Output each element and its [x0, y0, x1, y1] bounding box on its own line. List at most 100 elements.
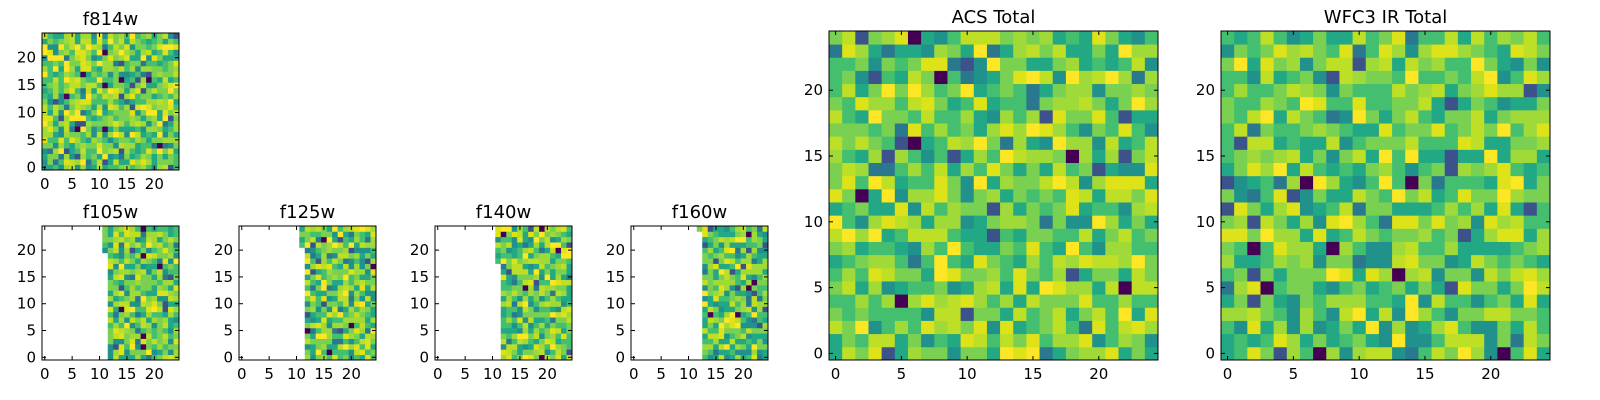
- heatmap-cell: [506, 349, 513, 356]
- heatmap-cell: [550, 327, 556, 334]
- heatmap-cell: [129, 333, 136, 339]
- heatmap-cell: [718, 338, 725, 345]
- heatmap-cell: [561, 338, 567, 345]
- heatmap-cell: [973, 267, 988, 282]
- heatmap-cell: [113, 338, 120, 345]
- heatmap-cell: [162, 263, 169, 270]
- heatmap-cell: [1079, 215, 1093, 229]
- heatmap-cell: [58, 148, 65, 154]
- heatmap-cell: [140, 338, 147, 345]
- heatmap-cell: [91, 33, 98, 39]
- heatmap-cell: [343, 226, 349, 232]
- x-tick-label: 0: [629, 365, 639, 383]
- heatmap-cell: [151, 338, 158, 345]
- heatmap-cell: [566, 295, 573, 302]
- heatmap-cell: [829, 188, 843, 203]
- panel-title: f125w: [280, 202, 335, 223]
- heatmap-cell: [1457, 307, 1472, 321]
- heatmap-cell: [129, 317, 136, 323]
- heatmap-cell: [751, 290, 758, 297]
- heatmap-cell: [1105, 44, 1119, 58]
- heatmap-cell: [124, 104, 131, 111]
- heatmap-cell: [1247, 136, 1261, 150]
- heatmap-cell: [85, 82, 92, 89]
- heatmap-cell: [1523, 228, 1538, 242]
- heatmap-cell: [1471, 333, 1485, 348]
- heatmap-cell: [348, 333, 355, 339]
- heatmap-cell: [960, 57, 975, 71]
- heatmap-cell: [113, 87, 120, 94]
- heatmap-cell: [960, 320, 975, 335]
- heatmap-cell: [1039, 254, 1054, 269]
- heatmap-cell: [1510, 188, 1525, 203]
- heatmap-cell: [47, 38, 54, 45]
- heatmap-cell: [359, 295, 366, 302]
- heatmap-cell: [735, 333, 741, 339]
- heatmap-cell: [140, 115, 147, 122]
- heatmap-cell: [724, 252, 731, 259]
- heatmap-cell: [162, 301, 169, 307]
- heatmap-cell: [1378, 294, 1393, 308]
- heatmap-cell: [1536, 44, 1551, 58]
- heatmap-cell: [1000, 44, 1014, 58]
- heatmap-cell: [894, 96, 909, 111]
- heatmap-cell: [162, 38, 169, 45]
- heatmap-cell: [561, 263, 567, 270]
- heatmap-cell: [1118, 228, 1133, 242]
- heatmap-cell: [1431, 175, 1446, 190]
- panel-title: f814w: [83, 9, 138, 30]
- heatmap-cell: [96, 131, 103, 138]
- heatmap-cell: [855, 281, 869, 295]
- heatmap-cell: [713, 301, 720, 307]
- heatmap-cell: [842, 44, 856, 58]
- heatmap-cell: [42, 71, 48, 78]
- heatmap-cell: [124, 54, 131, 61]
- heatmap-cell: [735, 317, 741, 323]
- heatmap-cell: [168, 317, 174, 323]
- heatmap-cell: [359, 322, 366, 329]
- heatmap-cell: [370, 226, 377, 232]
- heatmap-cell: [113, 306, 120, 313]
- heatmap-cells: [102, 226, 180, 361]
- heatmap-cell: [746, 226, 752, 232]
- heatmap-cell: [168, 242, 174, 248]
- heatmap-cell: [735, 263, 741, 270]
- heatmap-cell: [162, 247, 169, 254]
- heatmap-cell: [934, 346, 948, 361]
- heatmap-cell: [129, 295, 136, 302]
- heatmap-cell: [1105, 149, 1119, 163]
- heatmap-cell: [1392, 109, 1406, 124]
- heatmap-cell: [544, 327, 551, 334]
- heatmap-cell: [146, 301, 152, 307]
- heatmap-cell: [113, 104, 120, 111]
- heatmap-cell: [1378, 83, 1393, 98]
- heatmap-cell: [1105, 267, 1119, 282]
- heatmap-cell: [511, 236, 518, 243]
- heatmap-cell: [129, 137, 136, 143]
- heatmap-cell: [1260, 70, 1275, 85]
- heatmap-cell: [1510, 228, 1525, 242]
- heatmap-cell: [42, 104, 48, 111]
- heatmap-cell: [168, 327, 174, 334]
- heatmap-cell: [151, 60, 158, 67]
- heatmap-cell: [304, 252, 311, 259]
- heatmap-cell: [1431, 346, 1446, 361]
- heatmap-cell: [986, 70, 1001, 85]
- heatmap-cell: [129, 226, 136, 232]
- heatmap-cell: [1471, 136, 1485, 150]
- heatmap-cell: [354, 252, 360, 259]
- heatmap-cell: [1144, 202, 1159, 216]
- heatmap-cell: [1299, 307, 1314, 321]
- heatmap-cell: [707, 333, 714, 339]
- heatmap-cell: [63, 164, 70, 171]
- heatmap-cell: [124, 142, 131, 149]
- heatmap-cell: [1273, 188, 1288, 203]
- heatmap-cell: [1352, 44, 1367, 58]
- heatmap-cell: [315, 333, 322, 339]
- heatmap-cell: [921, 294, 935, 308]
- heatmap-cell: [1105, 96, 1119, 111]
- heatmap-cell: [1523, 175, 1538, 190]
- heatmap-cell: [1052, 215, 1067, 229]
- heatmap-cell: [173, 126, 180, 133]
- heatmap-cell: [1052, 202, 1067, 216]
